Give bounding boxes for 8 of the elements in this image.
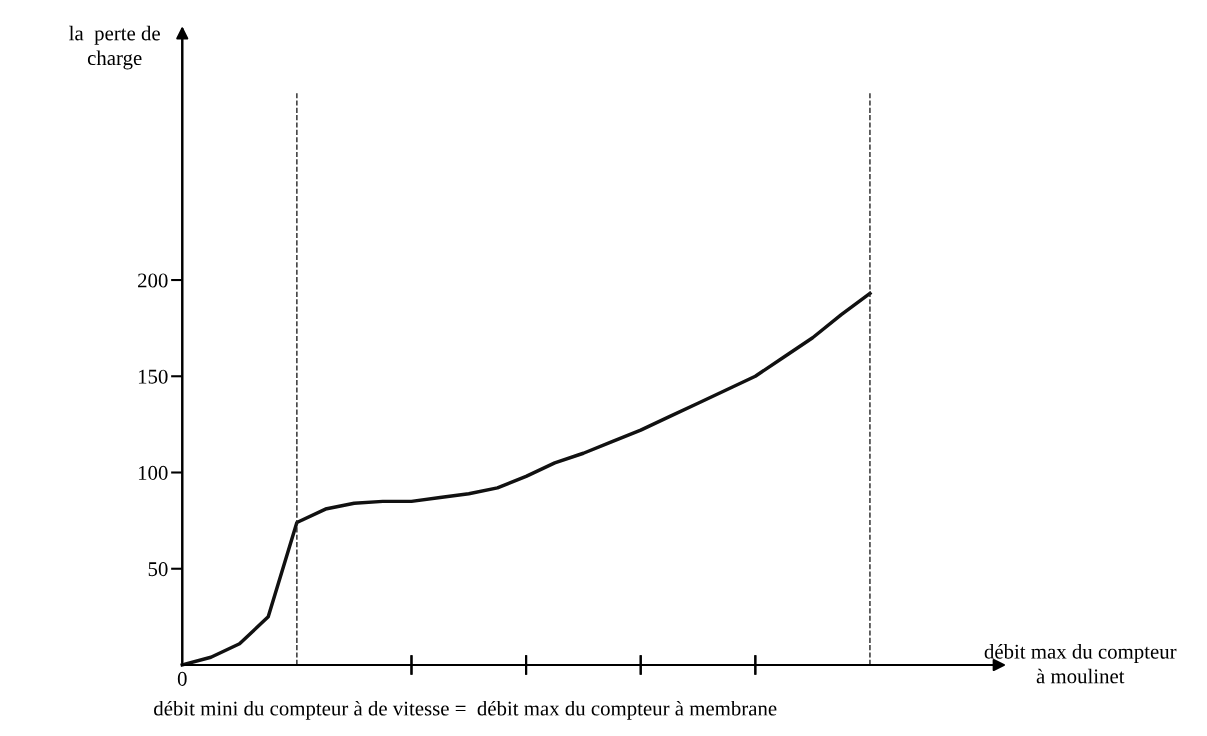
y-tick-label: 150 xyxy=(138,369,168,384)
y-axis-title: la perte de charge xyxy=(69,25,160,70)
text: 0 xyxy=(177,671,187,686)
y-tick-label: 100 xyxy=(138,465,168,480)
text: débit mini du compteur à de vitesse = débit max du compteur à membrane xyxy=(154,700,777,720)
x-axis-title: débit max du compteur à moulinet xyxy=(984,644,1177,684)
y-tick-label: 200 xyxy=(138,273,168,288)
y-tick-label: 50 xyxy=(148,562,168,577)
